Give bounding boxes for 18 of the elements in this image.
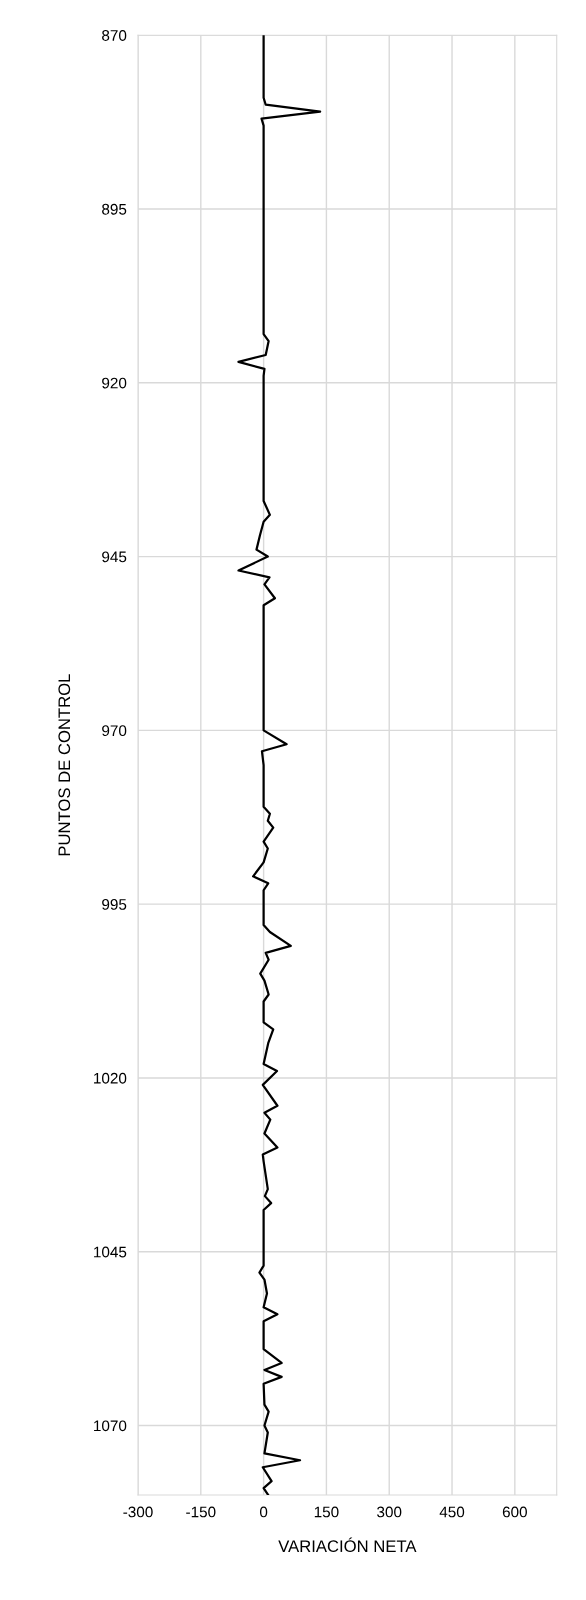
x-tick-label: 0: [259, 1506, 268, 1518]
x-axis-title: VARIACIÓN NETA: [278, 1537, 417, 1553]
y-tick-label: 1070: [94, 1420, 127, 1432]
x-tick-label: 600: [502, 1506, 527, 1518]
y-tick-label: 870: [102, 30, 127, 41]
x-tick-label: -150: [186, 1506, 216, 1518]
y-tick-label: 1045: [94, 1246, 127, 1258]
y-tick-label: 1020: [94, 1072, 127, 1084]
y-tick-label: 920: [102, 377, 127, 389]
x-tick-label: 300: [377, 1506, 402, 1518]
y-axis-title: PUNTOS DE CONTROL: [58, 674, 71, 856]
x-tick-label: 150: [314, 1506, 339, 1518]
y-tick-label: 895: [102, 203, 127, 215]
y-tick-label: 995: [102, 899, 127, 910]
y-tick-label: 945: [102, 551, 127, 563]
y-tick-label: 970: [102, 725, 127, 737]
x-tick-label: 450: [439, 1506, 465, 1518]
x-tick-label: -300: [123, 1506, 153, 1518]
